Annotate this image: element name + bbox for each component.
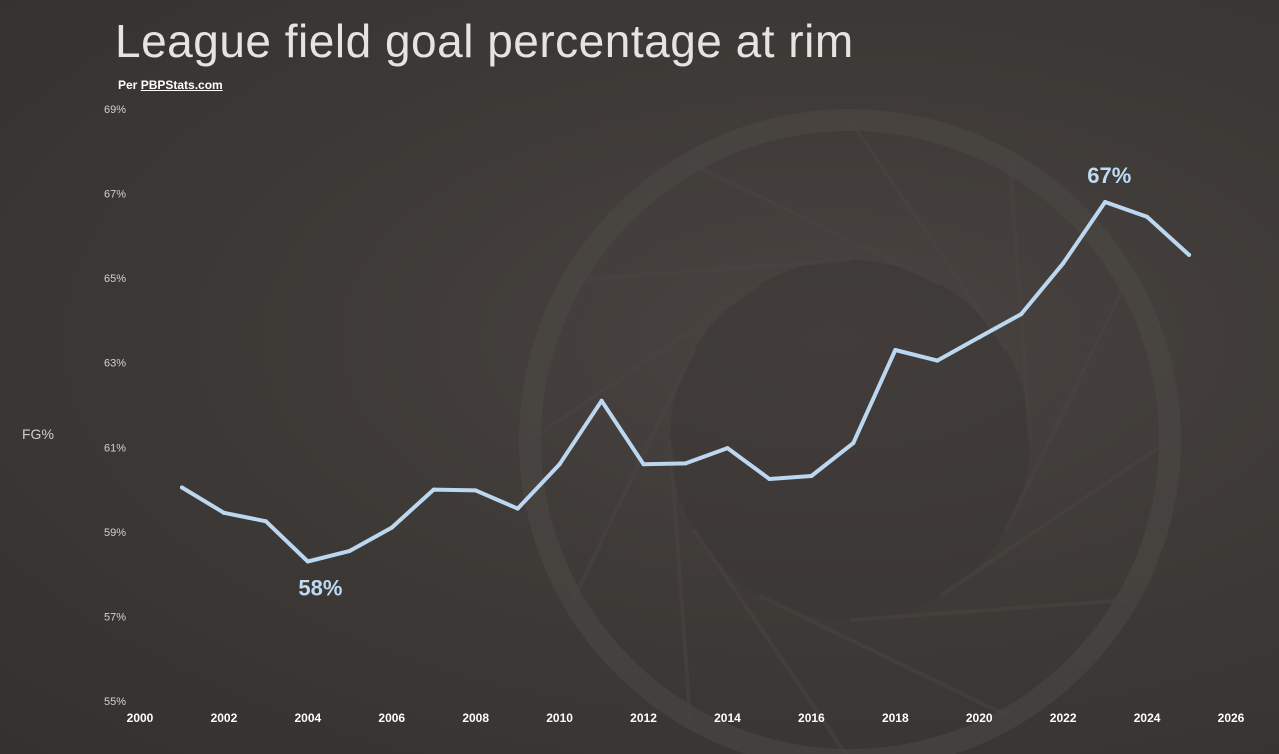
background-rim-graphic [519, 109, 1181, 754]
data-point [263, 519, 268, 524]
y-tick-label: 59% [104, 527, 126, 539]
net-strand [571, 349, 696, 601]
net-strand [1008, 162, 1032, 441]
x-tick-label: 2008 [462, 711, 489, 725]
data-point [977, 335, 982, 340]
y-tick-label: 67% [104, 189, 126, 201]
net-strand [938, 438, 1172, 598]
data-point [1187, 252, 1192, 257]
x-tick-label: 2016 [798, 711, 825, 725]
x-tick-label: 2012 [630, 711, 657, 725]
x-tick-label: 2004 [294, 711, 321, 725]
data-point [1061, 261, 1066, 266]
data-point [641, 462, 646, 467]
x-tick-label: 2014 [714, 711, 741, 725]
x-tick-label: 2002 [211, 711, 238, 725]
y-tick-label: 69% [104, 104, 126, 116]
x-tick-label: 2000 [127, 711, 154, 725]
y-tick-label: 63% [104, 358, 126, 370]
x-tick-label: 2006 [378, 711, 405, 725]
data-point [1145, 214, 1150, 219]
x-axis-ticks: 2000 2002 2004 2006 2008 2010 2012 2014 2016 2018… [127, 711, 1245, 725]
source-link[interactable]: PBPStats.com [140, 78, 223, 92]
data-label: 67% [1087, 163, 1131, 188]
x-tick-label: 2018 [882, 711, 909, 725]
rim-inner-disc [670, 260, 1030, 620]
data-point [809, 474, 814, 479]
y-axis-ticks: 55% 57% 59% 61% 63% 65% 67% 69% [104, 104, 126, 708]
y-tick-label: 55% [104, 696, 126, 708]
x-tick-label: 2020 [966, 711, 993, 725]
data-point [1103, 200, 1108, 205]
net-strand [689, 161, 941, 286]
net-strand [668, 439, 692, 718]
data-label: 58% [298, 575, 342, 600]
data-point [725, 446, 730, 451]
x-tick-label: 2026 [1218, 711, 1245, 725]
data-point [683, 461, 688, 466]
x-tick-label: 2010 [546, 711, 573, 725]
y-tick-label: 57% [104, 611, 126, 623]
net-strand [692, 528, 849, 754]
data-points [179, 200, 1192, 564]
net-strand [1004, 279, 1129, 531]
x-tick-label: 2024 [1134, 711, 1161, 725]
data-point [557, 462, 562, 467]
data-point [431, 487, 436, 492]
data-point [515, 506, 520, 511]
chart-subtitle: Per PBPStats.com [118, 78, 223, 92]
data-point [221, 510, 226, 515]
data-point [893, 348, 898, 353]
net-strand [849, 598, 1128, 622]
data-point [1019, 312, 1024, 317]
data-point [347, 548, 352, 553]
net-strand [528, 282, 762, 442]
data-point [935, 358, 940, 363]
y-tick-label: 61% [104, 442, 126, 454]
chart-title: League field goal percentage at rim [115, 15, 854, 67]
data-point [389, 525, 394, 530]
data-point [473, 488, 478, 493]
data-point [599, 398, 604, 403]
annotations: 58% 67% [298, 163, 1131, 600]
x-tick-label: 2022 [1050, 711, 1077, 725]
net-strand [848, 118, 1008, 352]
y-tick-label: 65% [104, 273, 126, 285]
subtitle-prefix: Per [118, 78, 141, 92]
net-strand [759, 594, 1011, 719]
data-point [767, 477, 772, 481]
net-strand [572, 258, 851, 282]
data-point [851, 441, 856, 446]
data-point [305, 559, 310, 564]
data-point [179, 485, 184, 490]
y-axis-label: FG% [22, 426, 54, 442]
